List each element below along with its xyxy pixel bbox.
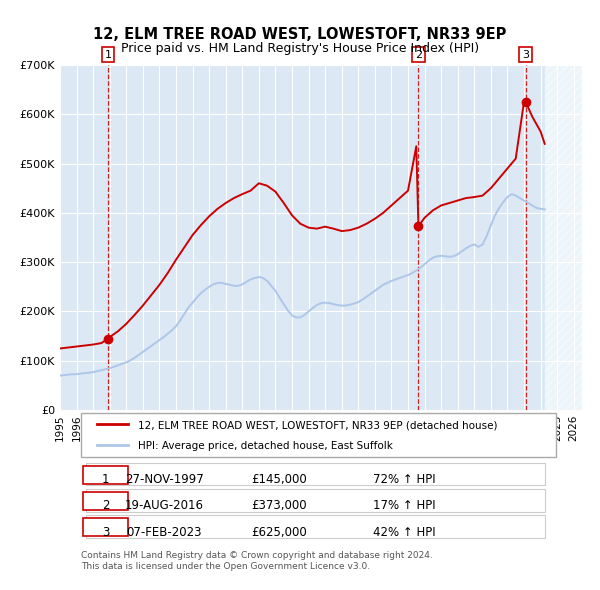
Text: 3: 3 (522, 50, 529, 60)
Text: 12, ELM TREE ROAD WEST, LOWESTOFT, NR33 9EP (detached house): 12, ELM TREE ROAD WEST, LOWESTOFT, NR33 … (139, 420, 498, 430)
Text: 42% ↑ HPI: 42% ↑ HPI (373, 526, 436, 539)
Text: 3: 3 (102, 526, 109, 539)
Text: 72% ↑ HPI: 72% ↑ HPI (373, 473, 436, 486)
Text: 2: 2 (101, 499, 109, 512)
FancyBboxPatch shape (83, 519, 128, 536)
Text: 07-FEB-2023: 07-FEB-2023 (127, 526, 202, 539)
Text: £373,000: £373,000 (251, 499, 307, 512)
Text: Contains HM Land Registry data © Crown copyright and database right 2024.
This d: Contains HM Land Registry data © Crown c… (81, 551, 433, 571)
Text: 12, ELM TREE ROAD WEST, LOWESTOFT, NR33 9EP: 12, ELM TREE ROAD WEST, LOWESTOFT, NR33 … (94, 27, 506, 41)
Text: 27-NOV-1997: 27-NOV-1997 (125, 473, 204, 486)
Text: 2: 2 (415, 50, 422, 60)
Text: 17% ↑ HPI: 17% ↑ HPI (373, 499, 436, 512)
Text: £625,000: £625,000 (251, 526, 307, 539)
FancyBboxPatch shape (83, 466, 128, 484)
Bar (545, 65, 582, 410)
Text: 1: 1 (101, 473, 109, 486)
Text: Price paid vs. HM Land Registry's House Price Index (HPI): Price paid vs. HM Land Registry's House … (121, 42, 479, 55)
Text: HPI: Average price, detached house, East Suffolk: HPI: Average price, detached house, East… (139, 441, 393, 451)
FancyBboxPatch shape (86, 463, 545, 486)
Text: 1: 1 (104, 50, 112, 60)
FancyBboxPatch shape (86, 515, 545, 537)
FancyBboxPatch shape (86, 489, 545, 512)
Text: £145,000: £145,000 (251, 473, 307, 486)
Text: 19-AUG-2016: 19-AUG-2016 (125, 499, 204, 512)
FancyBboxPatch shape (81, 413, 556, 457)
FancyBboxPatch shape (83, 492, 128, 510)
